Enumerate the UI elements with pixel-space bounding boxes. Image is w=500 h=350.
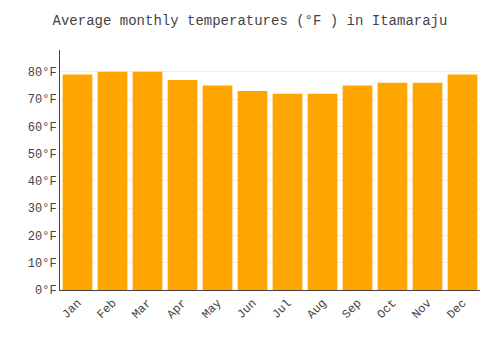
svg-text:Nov: Nov xyxy=(409,297,434,322)
svg-text:Feb: Feb xyxy=(94,297,119,322)
svg-text:20°F: 20°F xyxy=(28,230,57,244)
svg-text:60°F: 60°F xyxy=(28,121,57,135)
svg-text:Jul: Jul xyxy=(269,297,294,322)
svg-text:Jan: Jan xyxy=(59,297,84,322)
svg-text:40°F: 40°F xyxy=(28,175,57,189)
svg-text:Average monthly temperatures (: Average monthly temperatures (°F ) in It… xyxy=(53,13,448,29)
svg-text:30°F: 30°F xyxy=(28,202,57,216)
svg-text:May: May xyxy=(199,297,224,322)
svg-text:Oct: Oct xyxy=(374,297,399,322)
svg-text:Dec: Dec xyxy=(444,297,469,322)
svg-text:Jun: Jun xyxy=(234,297,259,322)
svg-text:50°F: 50°F xyxy=(28,148,57,162)
svg-text:Aug: Aug xyxy=(304,297,329,322)
svg-text:10°F: 10°F xyxy=(28,257,57,271)
svg-text:80°F: 80°F xyxy=(28,66,57,80)
svg-text:Apr: Apr xyxy=(164,297,189,322)
svg-text:Sep: Sep xyxy=(339,297,364,322)
svg-text:0°F: 0°F xyxy=(35,284,57,298)
svg-text:Mar: Mar xyxy=(129,297,154,322)
svg-text:70°F: 70°F xyxy=(28,93,57,107)
